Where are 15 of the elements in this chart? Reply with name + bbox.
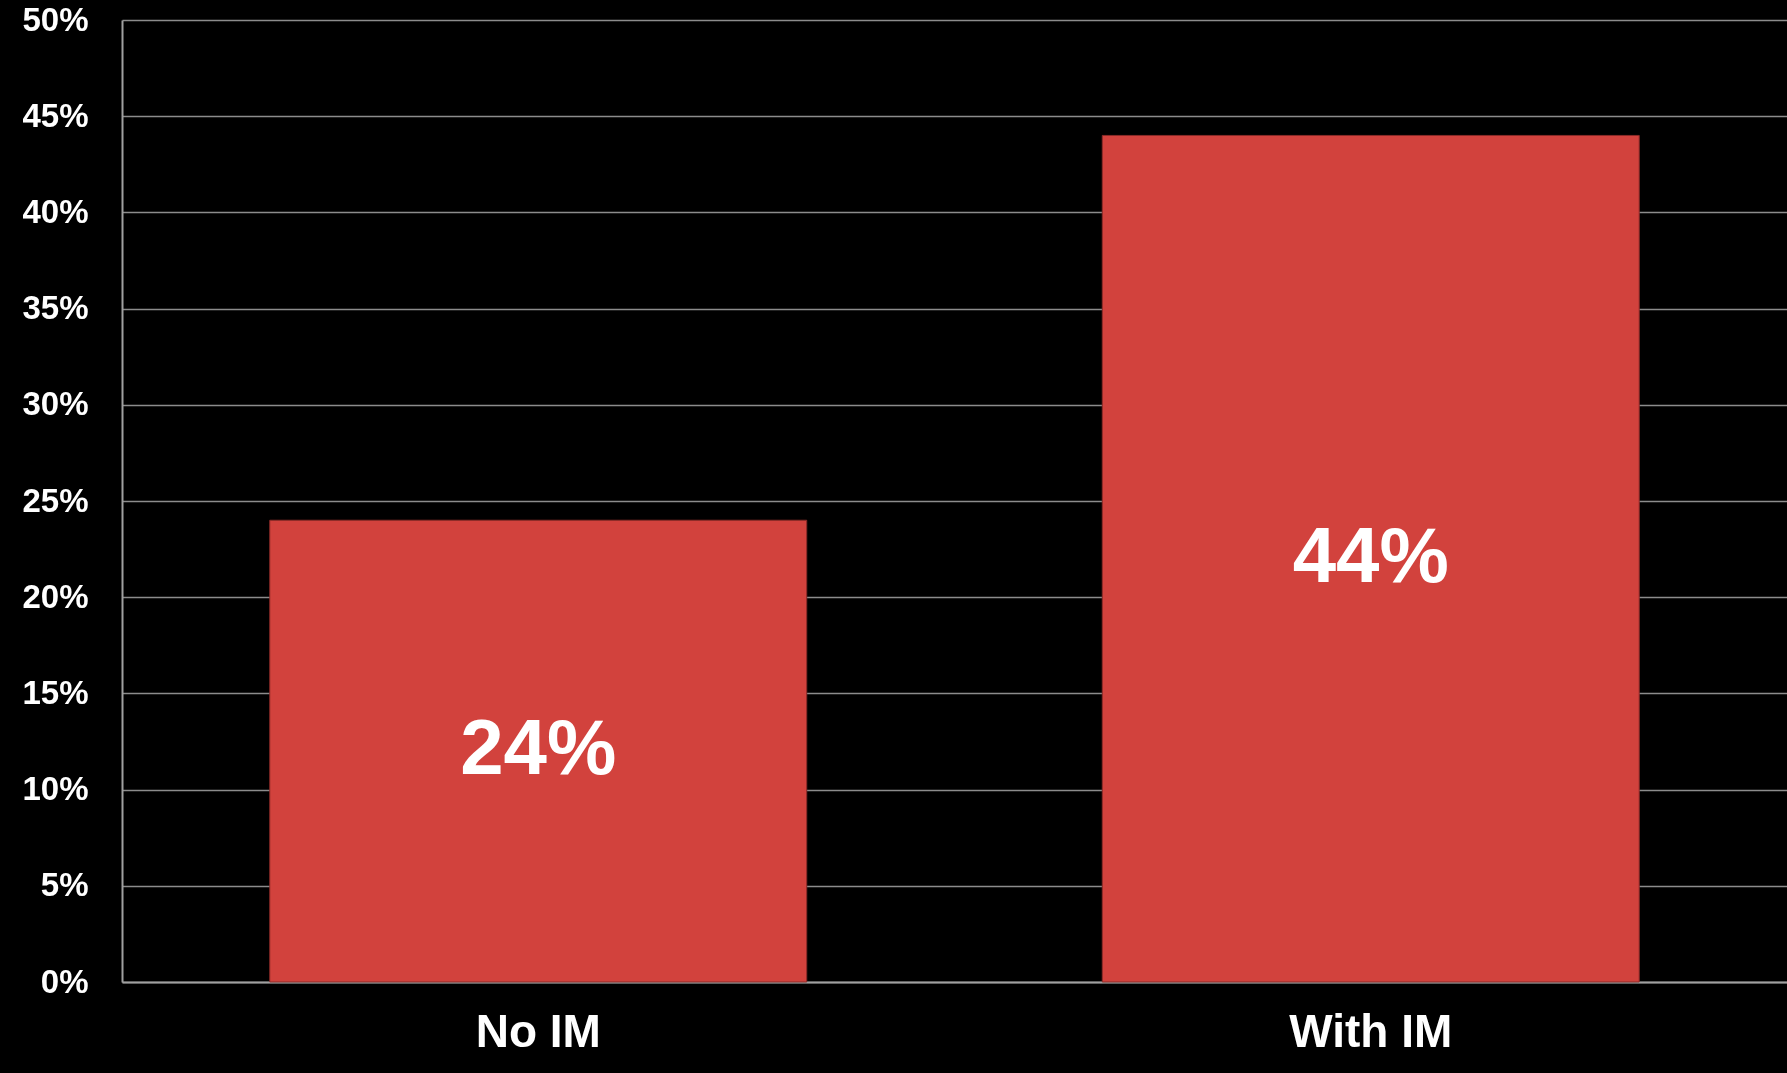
x-tick-label: With IM <box>1289 1004 1453 1057</box>
y-tick-label: 20% <box>22 577 89 615</box>
data-label: 24% <box>460 703 617 792</box>
y-tick-label: 35% <box>22 289 89 327</box>
y-tick-label: 15% <box>22 673 89 711</box>
y-tick-label: 5% <box>40 866 89 904</box>
y-tick-label: 45% <box>22 96 89 134</box>
y-tick-label: 40% <box>22 192 89 230</box>
y-tick-label: 0% <box>40 962 89 1000</box>
y-tick-label: 50% <box>22 0 89 38</box>
y-tick-label: 25% <box>22 481 89 519</box>
x-tick-label: No IM <box>475 1004 601 1057</box>
y-tick-label: 30% <box>22 385 89 423</box>
data-label: 44% <box>1292 510 1449 599</box>
y-tick-label: 10% <box>22 770 89 808</box>
